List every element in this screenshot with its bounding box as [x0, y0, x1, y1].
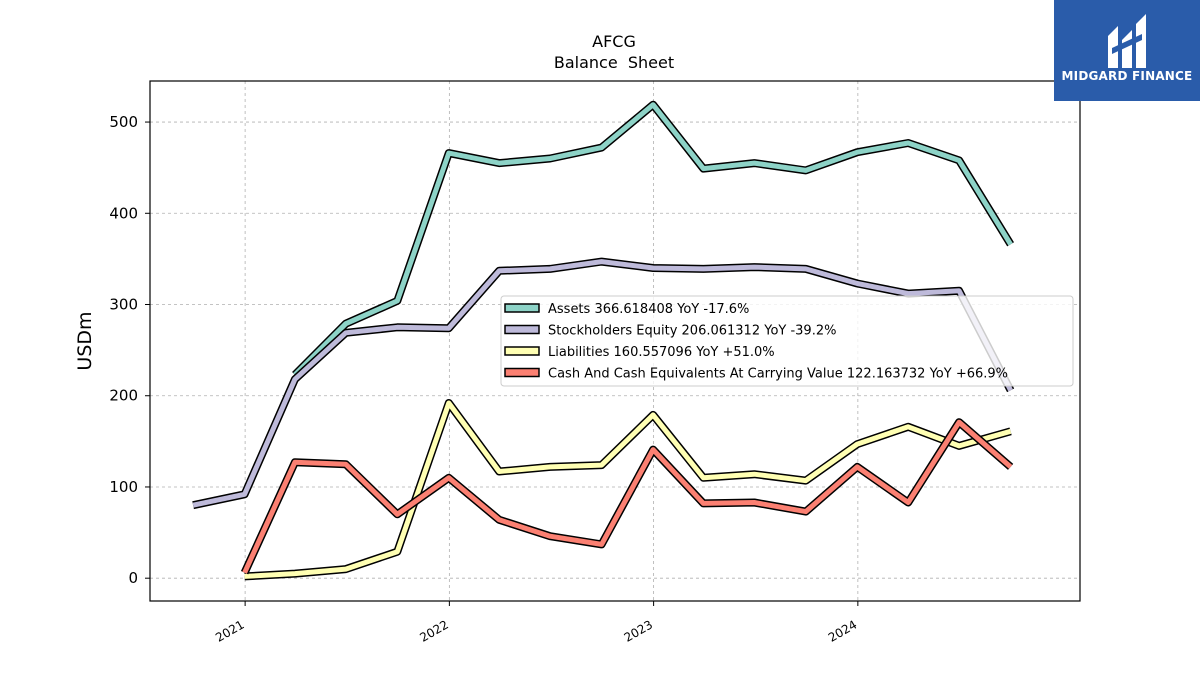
y-tick-label: 200 [109, 387, 138, 405]
legend-label-0: Assets 366.618408 YoY -17.6% [548, 302, 749, 317]
chart-title: AFCG [592, 32, 636, 51]
chart-subtitle: Balance Sheet [554, 53, 674, 72]
y-tick-label: 100 [109, 478, 138, 496]
legend-label-3: Cash And Cash Equivalents At Carrying Va… [548, 367, 1008, 382]
x-tick-label: 2022 [417, 617, 450, 644]
legend-swatch-3 [504, 367, 540, 378]
x-tick-label: 2024 [826, 617, 859, 644]
brand-logo: MIDGARD FINANCE [1054, 0, 1200, 101]
y-axis-label: USDm [74, 311, 96, 370]
series-line-0 [293, 102, 1013, 377]
series-line-2 [244, 400, 1012, 579]
series-lines [192, 100, 1015, 581]
legend-swatch-2 [504, 346, 540, 356]
plot-frame [149, 80, 1081, 602]
series-line-1 [192, 259, 1013, 508]
legend: Assets 366.618408 YoY -17.6% Stockholders… [500, 295, 1074, 387]
legend-label-1: Stockholders Equity 206.061312 YoY -39.2… [548, 324, 836, 339]
x-tick-label: 2021 [213, 617, 246, 644]
x-tick-label: 2023 [622, 617, 655, 644]
y-tick-label: 300 [109, 296, 138, 314]
legend-box [500, 295, 1074, 387]
logo-text: MIDGARD FINANCE [1061, 69, 1193, 83]
y-tick-label: 400 [109, 204, 138, 222]
midgard-logo-icon [1108, 14, 1146, 68]
legend-swatch-1 [504, 324, 540, 335]
y-tick-label: 0 [128, 569, 138, 587]
series-line-3 [242, 419, 1013, 574]
legend-swatch-0 [504, 303, 540, 313]
y-tick-label: 500 [109, 113, 138, 131]
legend-label-2: Liabilities 160.557096 YoY +51.0% [548, 345, 775, 360]
